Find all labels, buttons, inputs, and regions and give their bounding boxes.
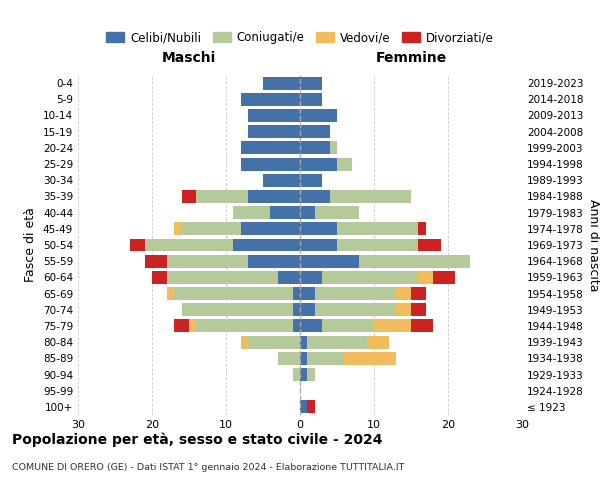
Y-axis label: Fasce di età: Fasce di età (25, 208, 37, 282)
Bar (307, 352, 344, 365)
Bar (233, 206, 271, 219)
Bar (307, 400, 315, 413)
Bar (278, 271, 300, 284)
Bar (344, 352, 396, 365)
Bar (300, 158, 337, 170)
Bar (241, 158, 300, 170)
Bar (329, 142, 337, 154)
Bar (167, 287, 174, 300)
Bar (300, 125, 329, 138)
Bar (337, 222, 418, 235)
Bar (300, 336, 307, 348)
Bar (300, 109, 337, 122)
Bar (411, 304, 426, 316)
Bar (418, 238, 440, 252)
Bar (293, 320, 300, 332)
Bar (300, 142, 329, 154)
Bar (300, 304, 315, 316)
Bar (396, 287, 411, 300)
Bar (359, 254, 470, 268)
Bar (174, 287, 293, 300)
Bar (174, 222, 182, 235)
Text: COMUNE DI ORERO (GE) - Dati ISTAT 1° gennaio 2024 - Elaborazione TUTTITALIA.IT: COMUNE DI ORERO (GE) - Dati ISTAT 1° gen… (12, 462, 404, 471)
Bar (396, 304, 411, 316)
Bar (300, 190, 329, 203)
Bar (300, 254, 359, 268)
Bar (337, 158, 352, 170)
Bar (300, 352, 307, 365)
Bar (300, 287, 315, 300)
Bar (241, 142, 300, 154)
Bar (196, 190, 248, 203)
Bar (374, 320, 411, 332)
Bar (167, 271, 278, 284)
Bar (307, 368, 315, 381)
Bar (300, 238, 337, 252)
Bar (248, 190, 300, 203)
Bar (263, 174, 300, 186)
Bar (300, 222, 337, 235)
Bar (300, 368, 307, 381)
Bar (248, 125, 300, 138)
Bar (248, 336, 300, 348)
Bar (196, 320, 293, 332)
Bar (233, 238, 300, 252)
Bar (241, 336, 248, 348)
Bar (307, 336, 367, 348)
Bar (433, 271, 455, 284)
Bar (300, 271, 322, 284)
Bar (300, 93, 322, 106)
Y-axis label: Anni di nascita: Anni di nascita (587, 198, 600, 291)
Bar (189, 320, 196, 332)
Bar (241, 222, 300, 235)
Bar (315, 287, 396, 300)
Bar (337, 238, 418, 252)
Bar (182, 304, 293, 316)
Bar (271, 206, 300, 219)
Legend: Celibi/Nubili, Coniugati/e, Vedovi/e, Divorziati/e: Celibi/Nubili, Coniugati/e, Vedovi/e, Di… (101, 26, 499, 49)
Bar (248, 254, 300, 268)
Bar (322, 320, 374, 332)
Bar (300, 76, 322, 90)
Text: Popolazione per età, sesso e stato civile - 2024: Popolazione per età, sesso e stato civil… (12, 432, 383, 447)
Bar (367, 336, 389, 348)
Bar (418, 222, 426, 235)
Bar (145, 254, 167, 268)
Bar (315, 206, 359, 219)
Bar (418, 271, 433, 284)
Bar (293, 304, 300, 316)
Bar (300, 400, 307, 413)
Bar (411, 320, 433, 332)
Bar (315, 304, 396, 316)
Bar (300, 174, 322, 186)
Bar (300, 320, 322, 332)
Bar (182, 190, 196, 203)
Bar (167, 254, 248, 268)
Bar (293, 368, 300, 381)
Bar (248, 109, 300, 122)
Bar (411, 287, 426, 300)
Text: Maschi: Maschi (162, 51, 216, 65)
Bar (182, 222, 241, 235)
Bar (278, 352, 300, 365)
Bar (174, 320, 189, 332)
Bar (322, 271, 418, 284)
Bar (130, 238, 145, 252)
Bar (293, 287, 300, 300)
Bar (329, 190, 411, 203)
Bar (263, 76, 300, 90)
Bar (241, 93, 300, 106)
Bar (300, 206, 315, 219)
Text: Femmine: Femmine (376, 51, 446, 65)
Bar (152, 271, 167, 284)
Bar (145, 238, 233, 252)
